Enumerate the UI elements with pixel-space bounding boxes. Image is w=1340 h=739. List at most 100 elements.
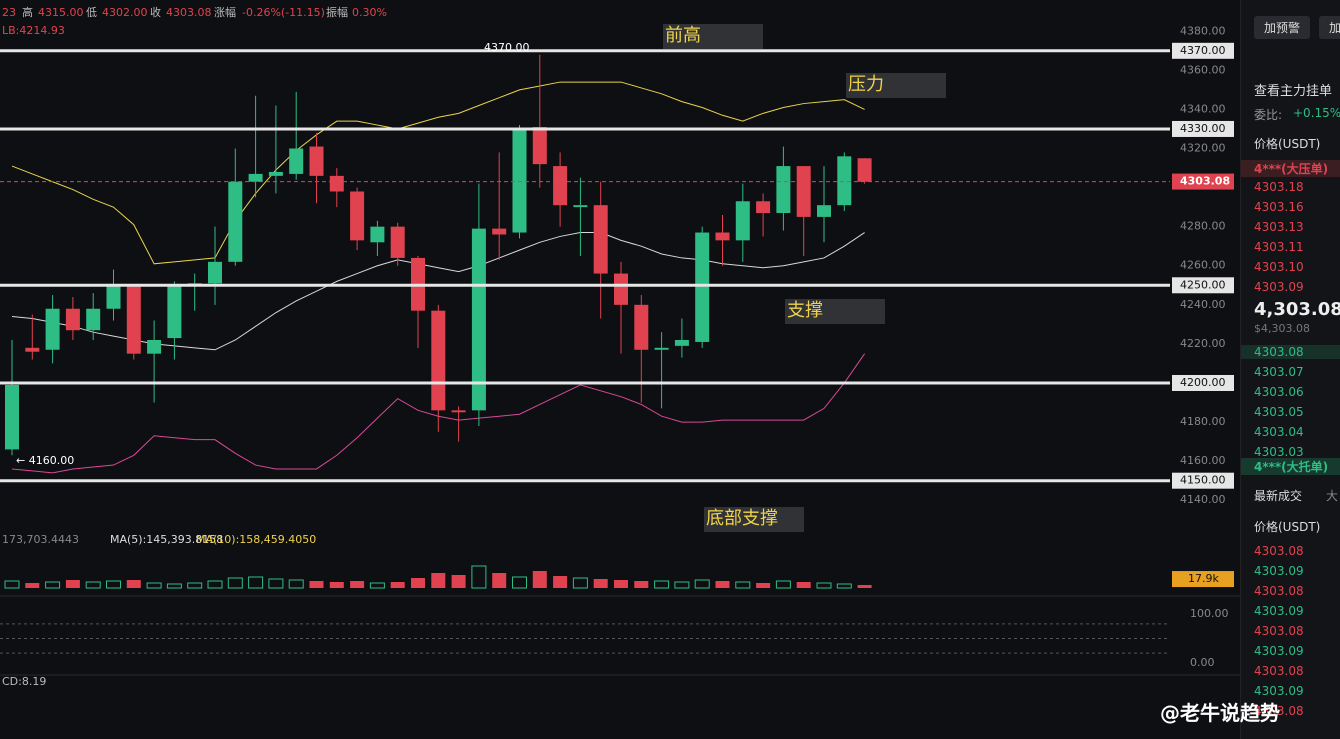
header-item: 低 <box>86 6 97 19</box>
volume-bar <box>674 581 690 589</box>
trade: 4303.08 <box>1254 584 1304 598</box>
last-price-box <box>1172 173 1234 190</box>
volume-bar <box>532 571 547 588</box>
volume-bar <box>857 585 872 588</box>
title: 查看主力挂单 <box>1254 84 1333 99</box>
level-label: 4200.00 <box>1180 376 1226 389</box>
annotation: 支撑 <box>787 300 823 321</box>
annotation-box <box>785 299 885 324</box>
candle-body <box>147 340 162 354</box>
volume-bar <box>634 581 649 588</box>
annotation: 底部支撑 <box>706 508 778 529</box>
header-item: 振幅 <box>326 5 348 19</box>
header-item: 4302.00 <box>102 6 148 19</box>
annotation-box <box>846 73 946 98</box>
kdj-tick-label: 100.00 <box>1190 607 1229 620</box>
ratio: +0.15% <box>1293 106 1340 120</box>
candle-body <box>248 173 263 182</box>
trades-tab2[interactable]: 大 <box>1326 489 1339 503</box>
ask: 4303.10 <box>1254 260 1304 274</box>
candle-body <box>573 205 588 208</box>
volume-bar <box>431 573 446 588</box>
level-label: 4370.00 <box>1180 44 1226 57</box>
candle-body <box>431 310 446 411</box>
candle-body <box>735 201 750 241</box>
candle-body <box>776 166 791 213</box>
volume-bar <box>207 580 223 589</box>
y-tick-label: 4140.00 <box>1180 493 1226 506</box>
candle-body <box>65 308 80 331</box>
volume-bar <box>553 576 568 588</box>
trade: 4303.08 <box>1254 544 1304 558</box>
candle-body <box>532 127 547 165</box>
level-box <box>1172 277 1234 294</box>
candle-body <box>106 285 121 309</box>
annotation: 前高 <box>665 25 701 46</box>
ask: 4***(大压单) <box>1241 160 1340 177</box>
trades-head: 价格(USDT) <box>1254 520 1321 534</box>
volume-label: 173,703.4443 <box>2 533 79 546</box>
volume-bar <box>451 575 466 588</box>
order-book: 加预警 加 查看主力挂单 委比: +0.15% 价格(USDT) 4,303.0… <box>1240 0 1340 739</box>
alert-button[interactable]: 加预警 <box>1254 16 1311 39</box>
candle-body <box>45 308 60 350</box>
volume-bar <box>146 582 162 589</box>
volume-bar <box>715 581 730 588</box>
mid-price: 4,303.08 <box>1254 299 1340 320</box>
y-tick-label: 4180.00 <box>1180 415 1226 428</box>
header-item: 4315.00 <box>38 6 84 19</box>
candle-body <box>857 158 872 182</box>
candle-body <box>289 148 304 174</box>
bid: 4303.08 <box>1241 345 1340 359</box>
y-tick-label: 4260.00 <box>1180 259 1226 272</box>
candle-body <box>695 232 710 342</box>
volume-bar <box>471 565 487 589</box>
volume-bar <box>248 576 264 589</box>
header-item: 23 <box>2 6 16 19</box>
y-tick-label: 4360.00 <box>1180 63 1226 76</box>
volume-bar <box>756 583 771 588</box>
trade: 4303.09 <box>1254 644 1304 658</box>
volume-bar <box>411 578 425 588</box>
volume-bar <box>187 582 203 589</box>
candle-body <box>614 273 628 305</box>
candle-body <box>817 205 831 217</box>
ask: 4303.09 <box>1254 280 1304 294</box>
volume-bar <box>654 580 670 589</box>
volume-bar <box>106 580 121 589</box>
y-tick-label: 4220.00 <box>1180 337 1226 350</box>
volume-last-box <box>1172 571 1234 588</box>
volume-bar <box>796 582 811 588</box>
header-item: 涨幅 <box>214 6 236 19</box>
volume-bar <box>166 583 182 589</box>
volume-bar <box>350 581 365 588</box>
volume-bar <box>390 582 405 588</box>
level-label: 4250.00 <box>1180 278 1226 291</box>
band-line <box>11 81 865 265</box>
annotation-box <box>663 24 763 49</box>
watermark: @老牛说趋势 <box>1160 701 1280 725</box>
candle-body <box>593 205 608 274</box>
bid: 4***(大托单) <box>1241 458 1340 475</box>
candle-body <box>268 171 283 176</box>
trade: 4303.08 <box>1254 704 1304 718</box>
add-button[interactable]: 加 <box>1319 16 1340 39</box>
volume-bar <box>836 583 852 589</box>
candle-body <box>796 166 811 217</box>
volume-bar <box>288 579 304 589</box>
volume-bar <box>45 581 61 589</box>
candle-body <box>25 347 40 352</box>
volume-bar <box>309 581 324 588</box>
volume-bar <box>775 580 791 589</box>
trades-tab[interactable]: 最新成交 <box>1254 489 1303 503</box>
candle-body <box>228 181 243 262</box>
header-item: -0.26%(-11.15) <box>242 6 325 19</box>
volume-bar <box>369 582 385 589</box>
mid-usd: $4,303.08 <box>1254 322 1310 335</box>
header-item: 0.30% <box>352 6 387 19</box>
candle-body <box>674 340 689 346</box>
kdj-tick-label: 0.00 <box>1190 656 1215 669</box>
trade: 4303.09 <box>1254 564 1304 578</box>
bid: 4303.04 <box>1254 425 1304 439</box>
ask: 4303.13 <box>1254 220 1304 234</box>
